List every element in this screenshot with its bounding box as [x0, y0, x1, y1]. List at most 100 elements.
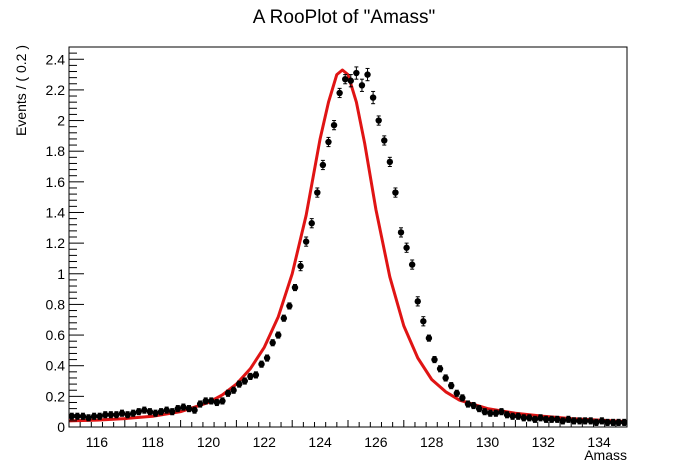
data-marker	[565, 416, 572, 423]
data-marker	[481, 408, 488, 415]
x-tick-label: 124	[308, 434, 332, 450]
data-point	[208, 397, 215, 405]
data-point	[247, 372, 254, 380]
data-marker	[263, 354, 271, 362]
data-point	[297, 261, 304, 272]
data-marker	[241, 377, 248, 385]
data-marker	[509, 413, 516, 420]
x-tick-label: 116	[86, 434, 109, 450]
data-marker	[308, 220, 315, 227]
data-marker	[408, 261, 416, 268]
data-marker	[314, 189, 321, 196]
data-marker	[85, 414, 92, 422]
data-point	[503, 411, 511, 419]
y-tick-label: 0.8	[46, 296, 66, 312]
data-marker	[169, 408, 176, 415]
data-point	[219, 397, 226, 405]
data-point	[431, 356, 438, 364]
x-tick-label: 134	[587, 434, 611, 450]
data-point	[353, 66, 360, 80]
data-point	[526, 414, 533, 422]
data-point	[325, 136, 332, 148]
y-tick-label: 2.4	[46, 51, 66, 67]
data-marker	[593, 419, 600, 426]
data-marker	[520, 414, 527, 422]
data-marker	[581, 417, 589, 425]
x-tick-label: 126	[364, 434, 388, 450]
data-marker	[90, 413, 98, 420]
y-tick-label: 0	[57, 419, 65, 435]
data-marker	[180, 403, 187, 411]
data-marker	[453, 390, 461, 397]
data-marker	[459, 394, 466, 402]
y-axis-label: Events / ( 0.2 )	[13, 45, 29, 136]
data-marker	[252, 371, 260, 379]
x-tick-label: 128	[420, 434, 444, 450]
data-marker	[74, 413, 81, 420]
data-marker	[208, 397, 215, 405]
x-tick-label: 118	[142, 434, 165, 450]
data-point	[308, 218, 315, 229]
data-point	[487, 409, 494, 417]
data-point	[498, 408, 505, 416]
data-point	[375, 115, 382, 126]
data-marker	[129, 410, 137, 417]
x-tick-label: 132	[532, 434, 556, 450]
data-marker	[146, 408, 154, 415]
data-marker	[576, 417, 583, 425]
data-point	[420, 316, 427, 327]
chart-title: A RooPlot of "Amass"	[253, 7, 435, 28]
data-point	[470, 401, 477, 410]
x-axis-label: Amass	[584, 447, 627, 463]
data-marker	[609, 419, 617, 426]
data-point	[129, 409, 137, 417]
data-marker	[163, 406, 170, 414]
data-point	[163, 406, 170, 414]
data-marker	[604, 419, 611, 426]
data-point	[448, 382, 455, 390]
data-marker	[219, 397, 226, 405]
data-marker	[185, 405, 193, 412]
data-point	[364, 67, 371, 82]
data-marker	[559, 417, 567, 425]
data-point	[537, 414, 544, 422]
data-marker	[286, 302, 293, 310]
data-point	[369, 90, 377, 105]
data-marker	[436, 365, 444, 372]
data-marker	[258, 360, 265, 368]
data-marker	[570, 417, 578, 425]
data-marker	[364, 71, 371, 78]
data-marker	[224, 390, 232, 397]
data-marker	[79, 413, 87, 420]
data-point	[196, 400, 204, 408]
data-point	[275, 331, 282, 339]
plot-frame	[68, 46, 628, 428]
data-marker	[235, 380, 243, 388]
data-point	[604, 418, 611, 426]
data-marker	[358, 82, 366, 89]
data-point	[425, 334, 433, 342]
data-point	[509, 412, 516, 420]
y-tick-label: 1.8	[46, 143, 66, 159]
data-marker	[526, 414, 533, 422]
data-marker	[319, 161, 327, 169]
data-point	[314, 187, 321, 198]
x-tick-label: 130	[476, 434, 500, 450]
data-marker	[96, 413, 103, 420]
data-point	[180, 403, 187, 411]
x-axis: 116 118 120 122 124 126 128 130 132 134	[68, 420, 628, 450]
data-point	[157, 408, 165, 416]
data-marker	[113, 411, 120, 418]
data-point	[436, 365, 444, 373]
data-point	[548, 415, 555, 423]
data-marker	[275, 331, 282, 339]
data-point	[85, 414, 92, 422]
data-point	[141, 406, 148, 414]
data-marker	[202, 397, 209, 405]
data-point	[291, 284, 299, 292]
data-marker	[475, 405, 483, 412]
data-point	[542, 415, 550, 423]
y-tick-label: 1.2	[46, 235, 66, 251]
data-marker	[68, 413, 75, 420]
